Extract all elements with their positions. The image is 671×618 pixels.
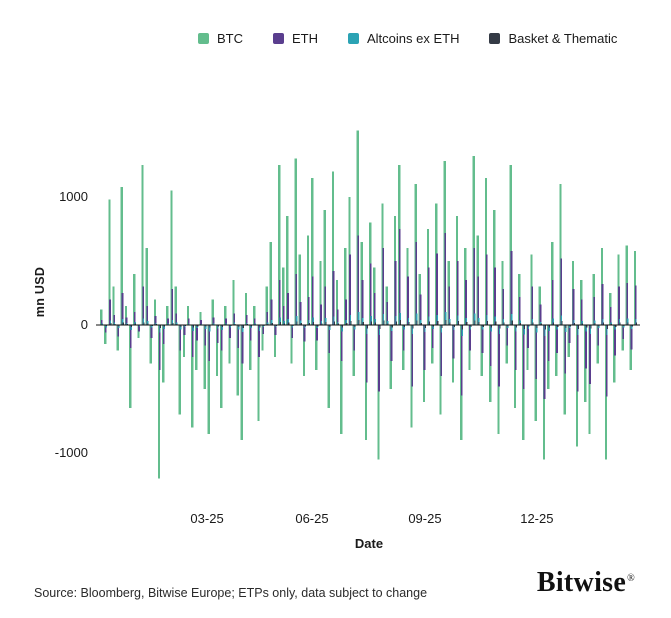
series-eth-bars — [100, 229, 637, 400]
registered-trademark-icon: ® — [627, 572, 635, 584]
x-tick-label: 12-25 — [520, 511, 554, 526]
legend-label-altcoins: Altcoins ex ETH — [367, 31, 460, 46]
legend-item-basket: Basket & Thematic — [489, 31, 617, 46]
legend-swatch-basket — [489, 33, 501, 44]
x-tick-label: 06-25 — [295, 511, 329, 526]
legend-label-basket: Basket & Thematic — [508, 31, 618, 46]
bitwise-logo: Bitwise® — [537, 567, 635, 599]
source-note: Source: Bloomberg, Bitwise Europe; ETPs … — [34, 586, 428, 600]
y-tick-label: 0 — [80, 317, 88, 332]
legend-swatch-eth — [273, 33, 284, 44]
legend-swatch-btc — [198, 33, 209, 44]
series-altcoins-ex-eth-bars — [101, 312, 637, 336]
series-btc-bars — [100, 130, 637, 479]
y-tick-label: 1000 — [59, 189, 88, 204]
bitwise-logo-text: Bitwise — [536, 567, 627, 598]
flows-bar-chart — [96, 130, 640, 479]
x-tick-label: 03-25 — [190, 511, 224, 526]
legend-swatch-altcoins — [348, 33, 359, 44]
y-tick-label: -1000 — [54, 445, 88, 460]
x-axis-title: Date — [354, 536, 384, 551]
legend-label-eth: ETH — [292, 31, 318, 46]
x-tick-label: 09-25 — [408, 511, 442, 526]
chart-legend: BTC ETH Altcoins ex ETH Basket & Themati… — [198, 31, 617, 46]
legend-item-eth: ETH — [273, 31, 318, 46]
legend-item-btc: BTC — [198, 31, 243, 46]
legend-label-btc: BTC — [217, 31, 243, 46]
legend-item-altcoins: Altcoins ex ETH — [348, 31, 459, 46]
